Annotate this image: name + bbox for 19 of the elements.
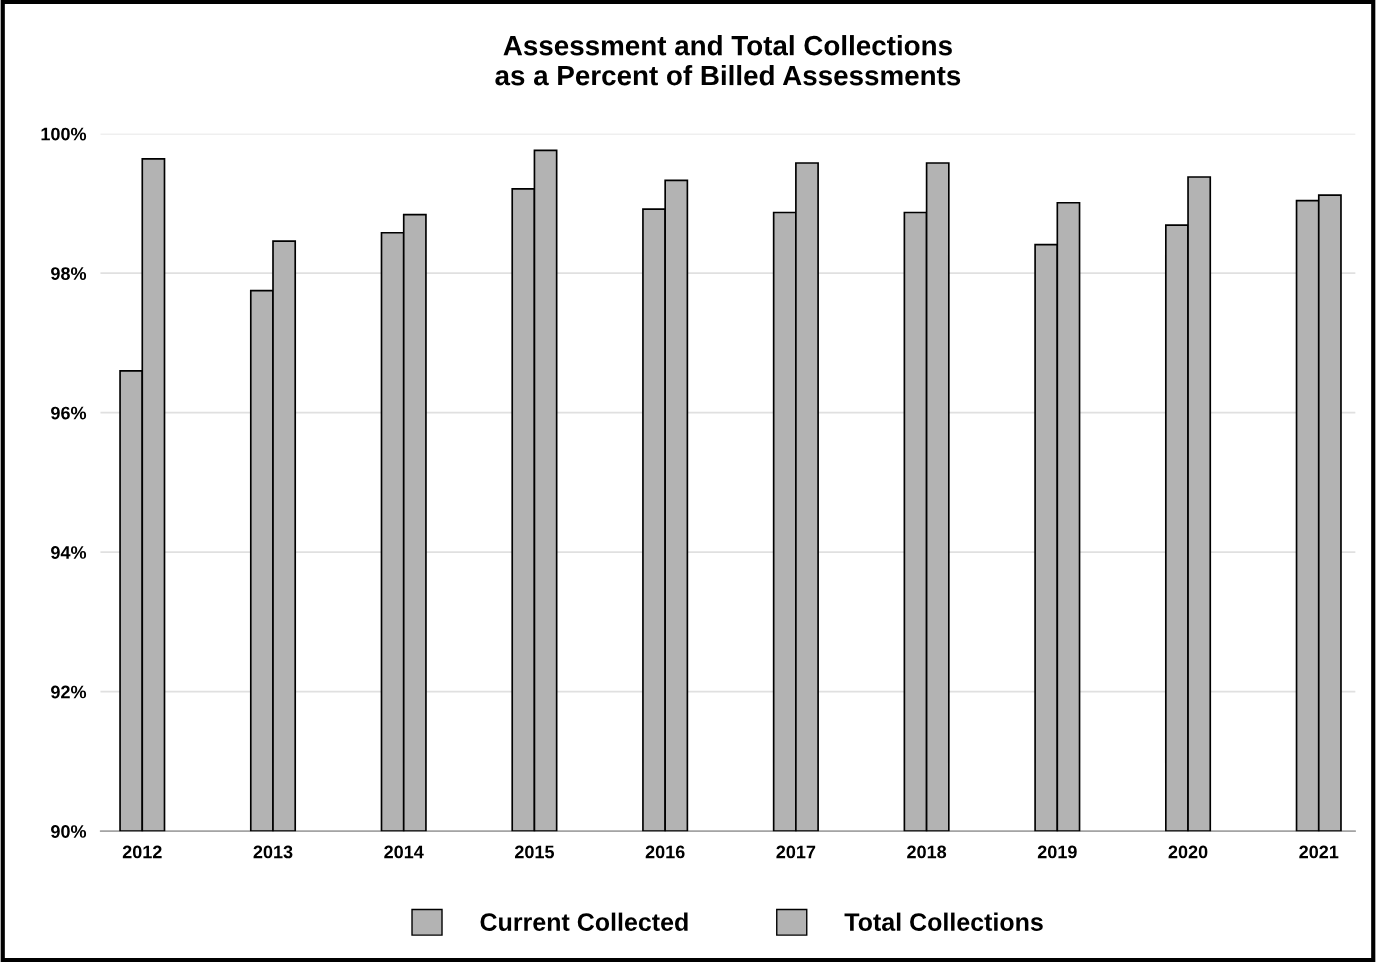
legend-label: Total Collections bbox=[844, 912, 1043, 931]
chart-title: Assessment and Total Collections as a Percent of Billed Assessments bbox=[495, 35, 961, 86]
x-tick-label: 2015 bbox=[514, 845, 555, 859]
x-tick-label: 2012 bbox=[122, 845, 162, 859]
x-tick-label: 2020 bbox=[1168, 845, 1208, 859]
y-tick-label: 100% bbox=[41, 127, 87, 141]
legend-label: Current Collected bbox=[480, 912, 688, 931]
x-tick-label: 2018 bbox=[907, 845, 947, 859]
x-tick-label: 2021 bbox=[1299, 845, 1339, 859]
y-tick-label: 94% bbox=[51, 546, 87, 559]
y-tick-label: 92% bbox=[51, 685, 87, 699]
y-tick-label: 90% bbox=[51, 825, 87, 838]
y-tick-label: 98% bbox=[51, 267, 87, 280]
x-tick-label: 2019 bbox=[1037, 845, 1077, 859]
x-tick-label: 2017 bbox=[776, 845, 816, 859]
x-tick-label: 2014 bbox=[384, 845, 424, 859]
x-tick-label: 2016 bbox=[645, 845, 685, 859]
y-tick-label: 96% bbox=[51, 406, 87, 420]
x-tick-label: 2013 bbox=[253, 845, 293, 859]
